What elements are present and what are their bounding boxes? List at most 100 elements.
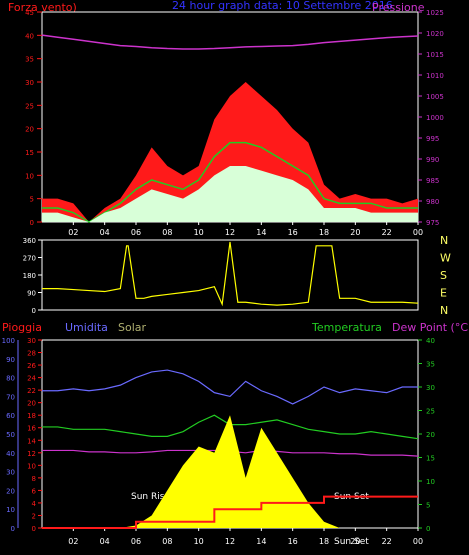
wind-axis-title: Forza vento) xyxy=(8,1,77,14)
sunrise-label: Sun Rise xyxy=(131,492,170,502)
humidity-ytick-label: 60 xyxy=(6,412,15,420)
humidity-ytick-label: 50 xyxy=(6,431,15,439)
temperature-ytick-label: 0 xyxy=(426,525,430,533)
solar-axis-title: Solar xyxy=(118,321,147,334)
rain-ytick-label: 26 xyxy=(27,362,36,370)
direction-compass-label: W xyxy=(440,252,451,265)
pressure-ytick-label: 995 xyxy=(426,135,439,143)
direction-compass-label: N xyxy=(440,234,448,247)
wind-xtick-label: 04 xyxy=(100,228,110,237)
rain-ytick-label: 12 xyxy=(27,450,36,458)
wind-ytick-label: 35 xyxy=(25,56,34,64)
weather-xtick-label: 06 xyxy=(131,537,141,546)
wind-xtick-label: 02 xyxy=(68,228,78,237)
weather-xtick-label: 04 xyxy=(100,537,110,546)
direction-ytick-label: 360 xyxy=(23,237,36,245)
wind-xtick-label: 06 xyxy=(131,228,141,237)
solar-series xyxy=(42,415,418,528)
temperature-ytick-label: 35 xyxy=(426,361,435,369)
humidity-ytick-label: 40 xyxy=(6,450,15,458)
direction-ytick-label: 180 xyxy=(23,272,36,280)
temperature-ytick-label: 20 xyxy=(426,431,435,439)
direction-ytick-label: 270 xyxy=(23,255,36,263)
rain-series xyxy=(42,495,418,529)
weather-xtick-label: 10 xyxy=(194,537,204,546)
pressure-ytick-label: 1005 xyxy=(426,93,444,101)
sunset-label-bottom: Sun Set xyxy=(334,537,369,547)
rain-ytick-label: 20 xyxy=(27,400,36,408)
pressure-series xyxy=(41,34,419,50)
humidity-ytick-label: 30 xyxy=(6,469,15,477)
wind-ytick-label: 10 xyxy=(25,172,34,180)
wind-speed-series xyxy=(42,166,418,222)
weather-xtick-label: 02 xyxy=(68,537,78,546)
rain-ytick-label: 10 xyxy=(27,462,36,470)
temperature-ytick-label: 30 xyxy=(426,384,435,392)
wind-xtick-label: 22 xyxy=(382,228,392,237)
wind-ytick-label: 30 xyxy=(25,79,34,87)
humidity-ytick-label: 90 xyxy=(6,356,15,364)
pressure-ytick-label: 1015 xyxy=(426,51,444,59)
weather-xtick-label: 16 xyxy=(288,537,298,546)
direction-ytick-label: 90 xyxy=(27,290,36,298)
humidity-ytick-label: 0 xyxy=(11,525,15,533)
wind-xtick-label: 16 xyxy=(288,228,298,237)
rain-ytick-label: 4 xyxy=(32,500,37,508)
pressure-ytick-label: 990 xyxy=(426,156,439,164)
rain-ytick-label: 18 xyxy=(27,412,36,420)
wind-xtick-label: 12 xyxy=(225,228,235,237)
direction-compass-label: E xyxy=(440,287,447,300)
humidity-series xyxy=(42,369,418,405)
wind-ytick-label: 45 xyxy=(25,9,34,17)
wind-xtick-label: 20 xyxy=(350,228,360,237)
humidity-ytick-label: 70 xyxy=(6,393,15,401)
rain-ytick-label: 2 xyxy=(32,512,36,520)
weather-xtick-label: 12 xyxy=(225,537,235,546)
pressure-ytick-label: 1025 xyxy=(426,9,444,17)
temperature-ytick-label: 25 xyxy=(426,408,435,416)
rain-ytick-label: 16 xyxy=(27,425,36,433)
humidity-ytick-label: 80 xyxy=(6,375,15,383)
rain-ytick-label: 22 xyxy=(27,387,36,395)
wind-ytick-label: 15 xyxy=(25,149,34,157)
rain-ytick-label: 24 xyxy=(27,375,36,383)
humidity-ytick-label: 20 xyxy=(6,487,15,495)
wind-xtick-label: 18 xyxy=(319,228,329,237)
rain-ytick-label: 0 xyxy=(32,525,36,533)
weather-xtick-label: 08 xyxy=(162,537,172,546)
rain-ytick-label: 6 xyxy=(32,487,37,495)
direction-ytick-label: 0 xyxy=(32,307,36,315)
rain-ytick-label: 8 xyxy=(32,475,36,483)
humidity-ytick-label: 100 xyxy=(2,337,15,345)
temperature-ytick-label: 40 xyxy=(426,337,435,345)
rain-ytick-label: 28 xyxy=(27,350,36,358)
wind-xtick-label: 14 xyxy=(256,228,266,237)
humidity-ytick-label: 10 xyxy=(6,506,15,514)
rain-axis-title: Pioggia xyxy=(2,321,42,334)
weather-xtick-label: 18 xyxy=(319,537,329,546)
temperature-axis-title: Temperatura xyxy=(311,321,382,334)
wind-xtick-label: 10 xyxy=(194,228,204,237)
pressure-ytick-label: 975 xyxy=(426,219,439,227)
direction-compass-label: N xyxy=(440,304,448,317)
direction-series xyxy=(42,241,419,307)
wind-ytick-label: 5 xyxy=(30,196,34,204)
dewpoint-axis-title: Dew Point (°C) xyxy=(392,321,469,334)
wind-ytick-label: 40 xyxy=(25,32,34,40)
wind-ytick-label: 0 xyxy=(30,219,34,227)
wind-xtick-label: 00 xyxy=(413,228,423,237)
weather-xtick-label: 22 xyxy=(382,537,392,546)
rain-ytick-label: 30 xyxy=(27,337,36,345)
pressure-ytick-label: 1000 xyxy=(426,114,444,122)
pressure-axis-title: Pressione xyxy=(372,1,425,14)
direction-compass-label: S xyxy=(440,269,447,282)
weather-xtick-label: 00 xyxy=(413,537,423,546)
wind-xtick-label: 08 xyxy=(162,228,172,237)
temperature-ytick-label: 10 xyxy=(426,478,435,486)
wind-gust-series xyxy=(42,82,418,222)
weather-xtick-label: 20 xyxy=(350,537,360,546)
temperature-ytick-label: 15 xyxy=(426,455,435,463)
wind-ytick-label: 25 xyxy=(25,102,34,110)
pressure-ytick-label: 1010 xyxy=(426,72,444,80)
